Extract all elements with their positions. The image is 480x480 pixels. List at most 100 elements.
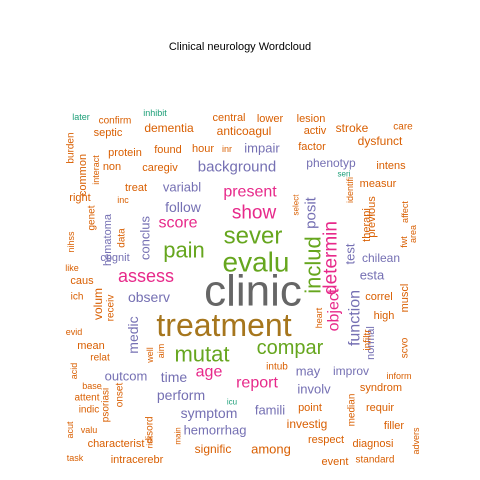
word-valu: valu: [81, 425, 98, 435]
word-chilean: chilean: [362, 251, 400, 265]
word-intracerebr: intracerebr: [111, 454, 164, 466]
word-hematoma: hematoma: [102, 213, 114, 266]
word-relat: relat: [90, 353, 110, 364]
word-therapi: therapi: [361, 208, 373, 242]
word-previous: previous: [366, 196, 378, 238]
word-variabl: variabl: [163, 180, 201, 195]
word-observ: observ: [128, 289, 170, 305]
word-phenotyp: phenotyp: [306, 156, 356, 170]
word-inform: inform: [386, 371, 411, 381]
word-onset: onset: [115, 383, 126, 408]
word-evalu: evalu: [223, 247, 290, 278]
word-inhibit: inhibit: [143, 108, 167, 118]
word-lesion: lesion: [297, 113, 326, 125]
word-genet: genet: [87, 205, 98, 230]
word-advers: advers: [411, 427, 421, 455]
word-acut: acut: [65, 421, 75, 439]
word-receiv: receiv: [106, 295, 117, 322]
word-signific: signific: [195, 442, 232, 456]
word-attent: attent: [74, 393, 99, 404]
word-aim: aim: [156, 344, 166, 359]
word-heart: heart: [314, 307, 324, 328]
word-task: task: [67, 453, 84, 463]
word-dementia: dementia: [144, 121, 194, 135]
word-right: right: [69, 192, 90, 204]
word-median: median: [347, 394, 358, 427]
word-non: non: [103, 161, 121, 173]
word-follow: follow: [165, 199, 202, 215]
word-care: care: [393, 122, 413, 133]
word-present: present: [223, 184, 277, 201]
word-affect: affect: [400, 201, 410, 223]
word-intens: intens: [376, 160, 406, 172]
word-later: later: [72, 112, 90, 122]
word-activ: activ: [304, 125, 327, 137]
word-impair: impair: [244, 141, 280, 156]
word-seri: seri: [338, 170, 351, 179]
word-perform: perform: [157, 387, 205, 403]
word-well: well: [145, 347, 155, 364]
word-icu: icu: [227, 398, 237, 407]
word-caus: caus: [70, 275, 94, 287]
word-interact: interact: [91, 155, 101, 185]
word-found: found: [154, 144, 182, 156]
word-symptom: symptom: [181, 405, 238, 421]
word-point: point: [298, 402, 322, 414]
word-ich: ich: [71, 292, 84, 303]
word-fwt: fwt: [399, 236, 409, 248]
word-main: main: [174, 427, 183, 444]
word-confirm: confirm: [99, 116, 132, 127]
word-stroke: stroke: [336, 121, 369, 135]
word-diagnosi: diagnosi: [353, 438, 394, 450]
word-acid: acid: [69, 363, 79, 380]
word-common: common: [77, 154, 89, 196]
word-hemorrhag: hemorrhag: [184, 423, 247, 438]
word-measur: measur: [360, 178, 397, 190]
word-compar: compar: [257, 337, 324, 359]
word-protein: protein: [108, 147, 142, 159]
word-event: event: [322, 456, 349, 468]
word-septic: septic: [94, 127, 123, 139]
word-treatment: treatment: [156, 307, 291, 343]
word-report: report: [236, 375, 278, 392]
word-central: central: [212, 112, 245, 124]
word-normal: normal: [365, 326, 377, 360]
word-function: function: [347, 290, 364, 346]
word-disord: disord: [145, 416, 156, 443]
word-volum: volum: [91, 288, 105, 320]
word-indic: indic: [79, 405, 100, 416]
word-show: show: [232, 203, 277, 224]
word-background: background: [198, 159, 276, 176]
word-high: high: [374, 310, 395, 322]
word-includ: includ: [301, 236, 326, 293]
word-investig: investig: [287, 417, 328, 431]
word-famili: famili: [255, 403, 285, 418]
word-psoriasi: psoriasi: [101, 388, 112, 422]
word-may: may: [296, 364, 321, 379]
word-among: among: [251, 442, 291, 457]
word-age: age: [196, 364, 223, 381]
word-area: area: [408, 225, 418, 243]
word-select: select: [292, 194, 301, 216]
word-syndrom: syndrom: [360, 382, 402, 394]
word-determin: determin: [321, 221, 342, 295]
word-base: base: [82, 381, 102, 391]
word-characterist: characterist: [88, 438, 145, 450]
word-infiltr: infiltr: [363, 329, 374, 351]
word-inr: inr: [222, 144, 232, 154]
word-medic: medic: [125, 316, 141, 353]
word-data: data: [117, 228, 128, 248]
word-test: test: [343, 243, 358, 264]
word-posit: posit: [303, 196, 320, 229]
word-burden: burden: [66, 132, 77, 163]
word-involv: involv: [297, 382, 331, 397]
word-requir: requir: [366, 402, 394, 414]
word-lower: lower: [257, 113, 284, 125]
word-assess: assess: [118, 266, 174, 286]
word-pain: pain: [163, 238, 205, 263]
word-cognit: cognit: [100, 252, 129, 264]
word-respect: respect: [308, 434, 344, 446]
word-factor: factor: [298, 141, 326, 153]
word-dysfunct: dysfunct: [358, 134, 403, 148]
